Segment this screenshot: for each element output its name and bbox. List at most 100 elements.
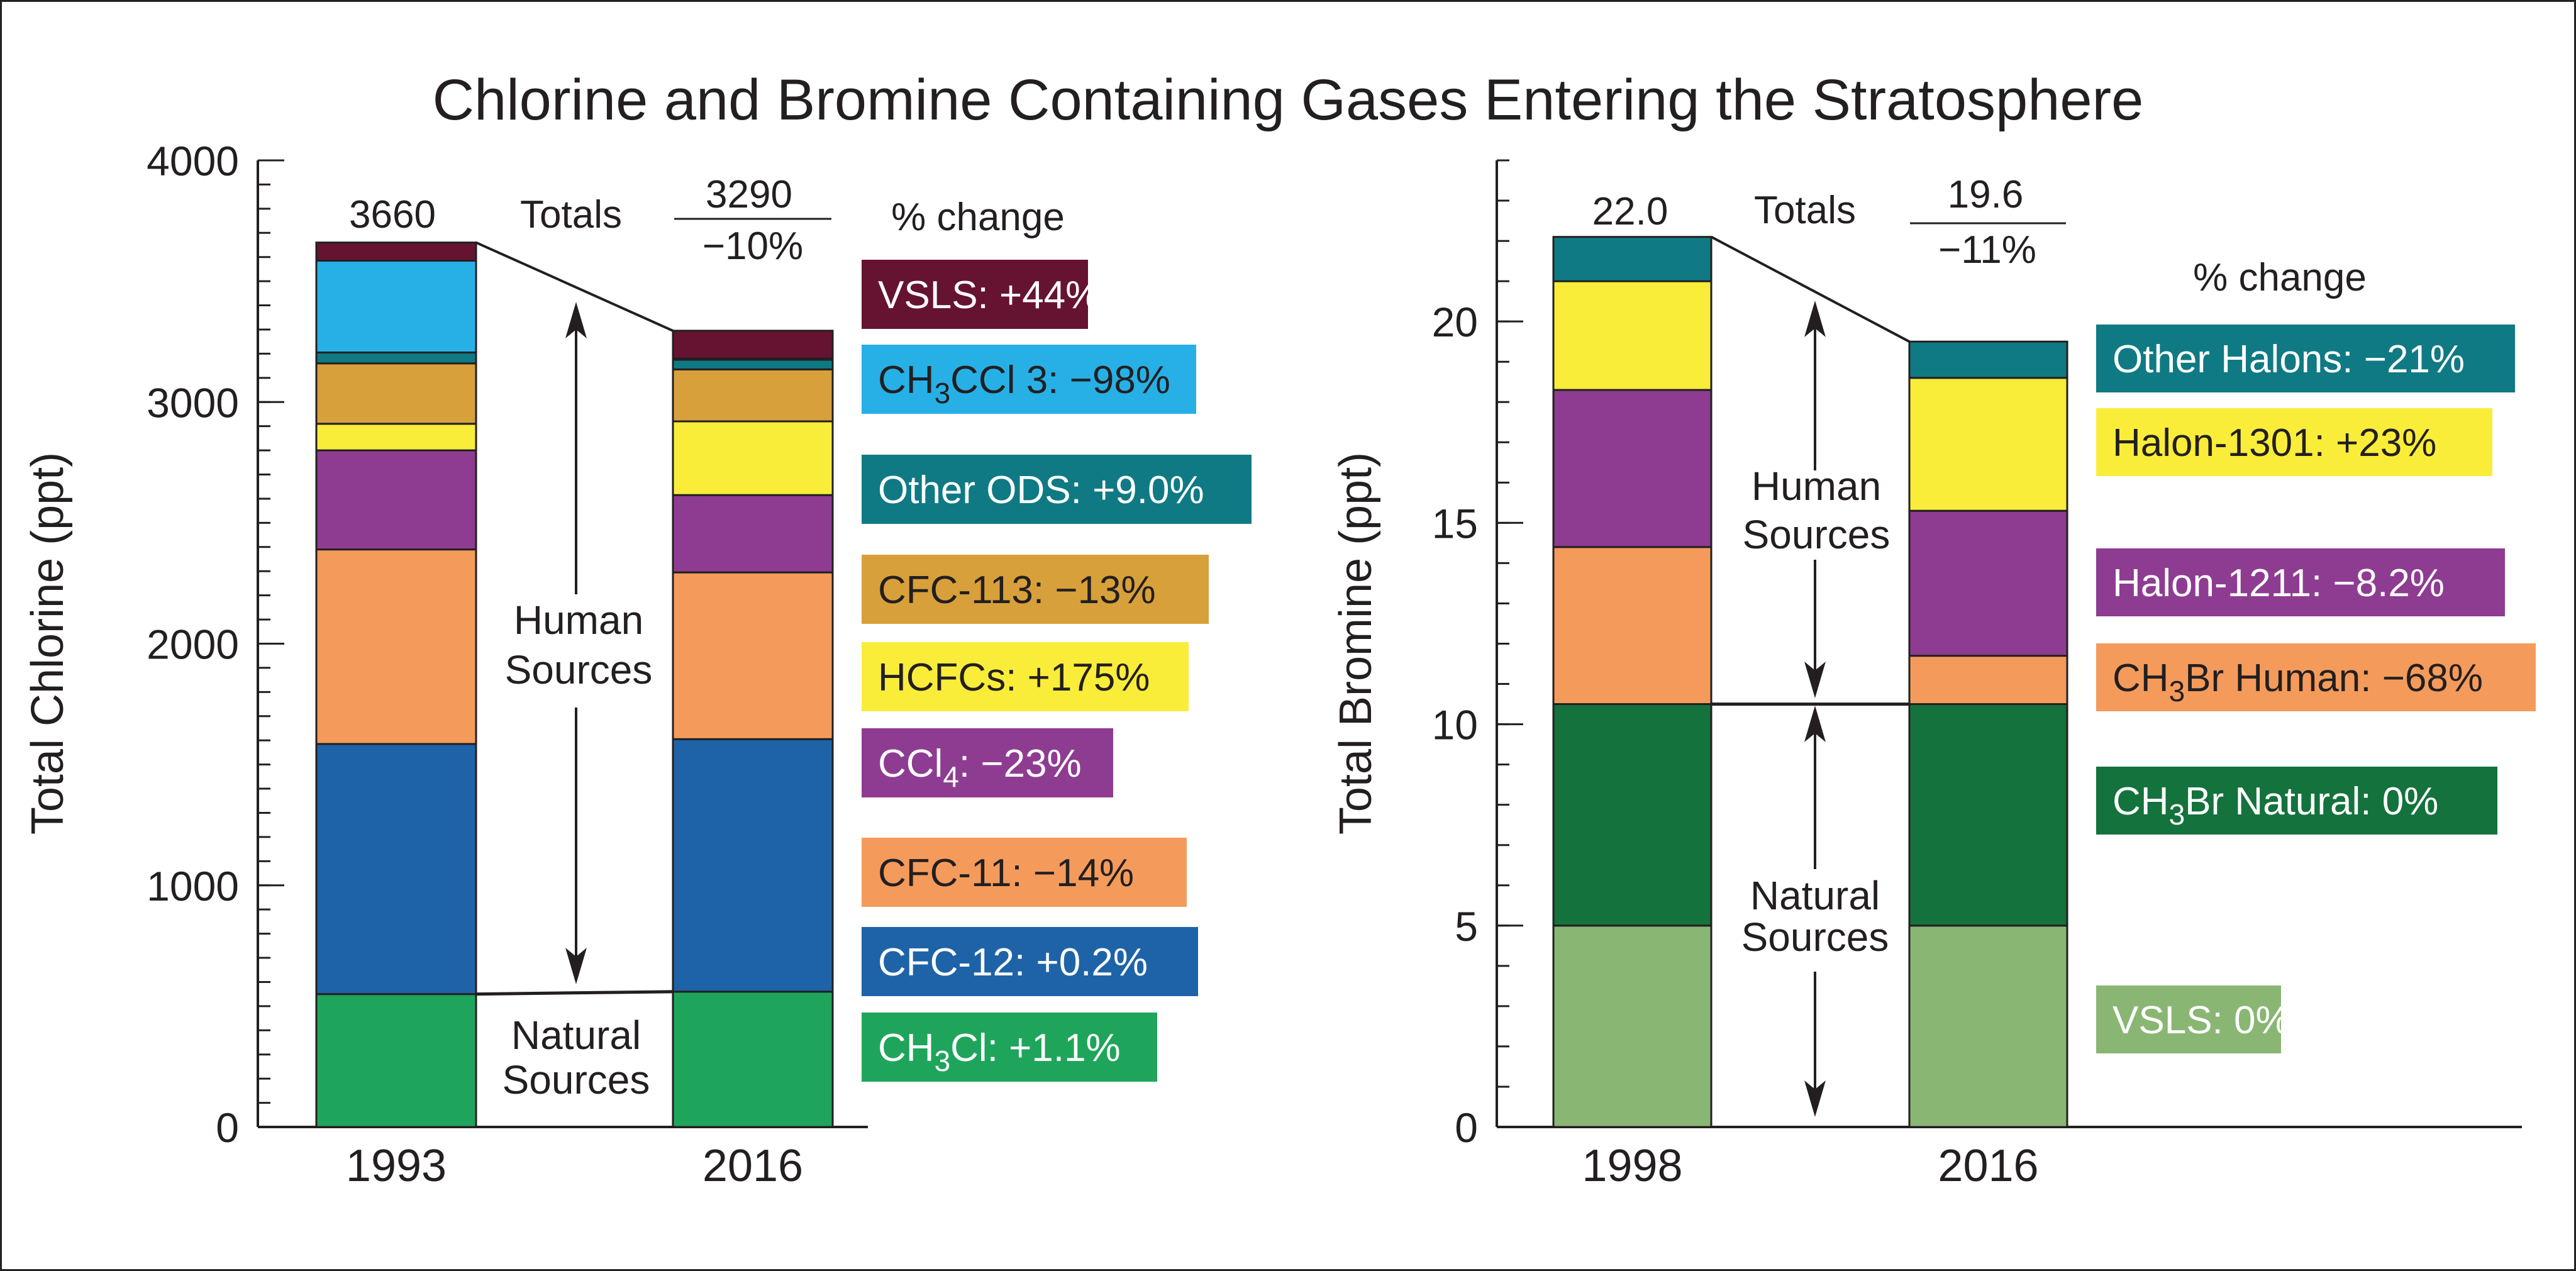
- chart2-legend-label-ch3br-human-subscript: 3: [2169, 675, 2185, 708]
- chart1-x-tick-label: 2016: [702, 1141, 803, 1191]
- chart1-bar-2016-segment-vsls: [672, 330, 834, 360]
- chart1-legend-label-ch3ccl3-main: CH: [878, 358, 935, 402]
- chart2-y-tick-label: 15: [1432, 500, 1478, 547]
- chart1-y-tick-label: 4000: [147, 138, 239, 184]
- chart1-legend-label-ch3cl-rest: Cl: +1.1%: [950, 1026, 1121, 1070]
- chart1-bar-1993-segment-ch3cl: [315, 993, 477, 1128]
- chart1-human-arrow-head-up: [565, 302, 587, 338]
- chart1-y-tick-label: 0: [216, 1104, 239, 1151]
- chart1-totals-connector: [475, 241, 674, 332]
- chart1-bar-2016-segment-cfc-12: [672, 738, 834, 993]
- chart2-y-tick-label: 5: [1455, 903, 1478, 950]
- chart1-x-tick-label: 1993: [346, 1141, 447, 1191]
- chart2-legend-label-halon-1301: Halon-1301: +23%: [2112, 421, 2436, 465]
- chart1-bar-2016-segment-cfc-11: [672, 571, 834, 740]
- chart2-change-header: % change: [2193, 256, 2367, 299]
- chart2-legend-swatch-vsls: [2096, 985, 2281, 1053]
- chart2-bar-2016-segment-ch3br-natural: [1908, 703, 2068, 927]
- chart-title: Chlorine and Bromine Containing Gases En…: [433, 68, 2144, 132]
- chart2-bar-1998-segment-ch3br-natural: [1552, 703, 1713, 927]
- chart1-legend-swatch-ch3cl: [862, 1013, 1157, 1082]
- chart2-natural-label-line2: Sources: [1741, 914, 1889, 960]
- chart2-bar-2016-segment-vsls: [1908, 924, 2068, 1128]
- chart1-bar-2016-segment-ch3cl: [672, 991, 834, 1128]
- chart2-legend-label-ch3br-natural-subscript: 3: [2169, 798, 2185, 831]
- chart2-legend-swatch-ch3br-human: [2096, 643, 2536, 711]
- chart2-legend-label-ch3br-natural-main: CH: [2112, 780, 2169, 823]
- chart2-legend-swatch-halon-1211: [2096, 548, 2505, 616]
- chart1-legend-label-cfc-12: CFC-12: +0.2%: [878, 941, 1148, 984]
- chart2-legend-label-ch3br-natural: CH3Br Natural: 0%: [2112, 780, 2438, 831]
- chart1-bar-1993-segment-ch3ccl3: [315, 259, 477, 353]
- chart1-bar-1993-segment-ccl4: [315, 449, 477, 551]
- chart2-totals-connector: [1711, 235, 1910, 343]
- chart1-legend-label-other-ods: Other ODS: +9.0%: [878, 469, 1204, 512]
- chart1-legend-label-ccl4: CCl4: −23%: [878, 742, 1082, 793]
- chart2-bar-1998-segment-ch3br-human: [1552, 546, 1713, 706]
- chart2-bar-1998-segment-vsls: [1552, 924, 1713, 1128]
- chart2-bar-1998-segment-halon-1211: [1552, 389, 1713, 548]
- chart1-legend-label-ch3ccl3-subscript: 3: [935, 377, 951, 409]
- chart2-legend-swatch-other-halons: [2096, 325, 2515, 392]
- chart1-bar-1993-segment-vsls: [315, 241, 477, 262]
- chart1-legend-swatch-cfc-113: [862, 555, 1209, 624]
- chart2-legend-swatch-halon-1301: [2096, 408, 2492, 476]
- chart2-human-arrow-head-down: [1804, 662, 1826, 698]
- chart1-bar-2016-segment-hcfcs: [672, 420, 834, 496]
- chart2-y-tick-label: 10: [1432, 702, 1478, 748]
- chart2-legend-label-halon-1211: Halon-1211: −8.2%: [2112, 562, 2445, 605]
- chart2-human-arrow-head-up: [1804, 301, 1826, 337]
- chart1-legend-swatch-vsls: [862, 260, 1088, 329]
- chart1-bar-1993-segment-other-ods: [315, 351, 477, 365]
- chart1-natural-label-line1: Natural: [511, 1013, 641, 1058]
- chart2-bar-1998-segment-other-halons: [1552, 236, 1713, 282]
- chart1-human-label-line2: Sources: [505, 647, 653, 692]
- chart1-y-axis-label: Total Chlorine (ppt): [23, 452, 73, 835]
- chart2-bar-2016-segment-ch3br-human: [1908, 655, 2068, 706]
- chart2-bar-2016-segment-other-halons: [1908, 340, 2068, 379]
- chart1-legend-label-hcfcs: HCFCs: +175%: [878, 656, 1150, 699]
- chart1-legend-swatch-ch3ccl3: [862, 345, 1196, 414]
- chart2-legend-label-vsls: VSLS: 0%: [2112, 999, 2290, 1042]
- chart1-legend-label-ch3ccl3-rest: CCl 3: −98%: [950, 358, 1170, 402]
- chart2-total-value-1: 22.0: [1592, 190, 1668, 233]
- chart1-bar-1993-segment-hcfcs: [315, 423, 477, 452]
- chart1-human-label-line1: Human: [514, 597, 643, 643]
- chart2-y-tick-label: 0: [1455, 1104, 1478, 1151]
- chart1-human-arrow-head-down: [565, 948, 587, 984]
- chart1-natural-label-line2: Sources: [502, 1057, 650, 1102]
- chart2-legend-label-other-halons: Other Halons: −21%: [2112, 338, 2465, 381]
- chart1-legend-swatch-hcfcs: [862, 642, 1189, 711]
- chart2-x-tick-label: 1998: [1582, 1141, 1682, 1191]
- chart1-legend-label-ch3cl-subscript: 3: [935, 1045, 951, 1077]
- chart2-x-tick-label: 2016: [1938, 1141, 2038, 1191]
- chart2-bar-2016-segment-halon-1301: [1908, 377, 2068, 512]
- chart2-legend-swatch-ch3br-natural: [2096, 767, 2497, 835]
- chart2-legend-label-ch3br-human-rest: Br Human: −68%: [2185, 657, 2483, 700]
- chart1-total-value-2: 3290: [706, 173, 792, 216]
- chart1-bar-2016-segment-ccl4: [672, 494, 834, 574]
- chart2-total-change: −11%: [1938, 228, 2036, 272]
- chart2-legend-label-ch3br-human: CH3Br Human: −68%: [2112, 657, 2483, 708]
- chart1-total-change: −10%: [702, 225, 803, 268]
- chart1-bar-2016-segment-other-ods: [672, 358, 834, 370]
- chart2-natural-arrow-head-up: [1804, 706, 1826, 742]
- chart2-y-axis-label: Total Bromine (ppt): [1331, 452, 1381, 835]
- chart1-bar-1993-segment-cfc-113: [315, 362, 477, 425]
- chart2-bar-1998-segment-halon-1301: [1552, 280, 1713, 391]
- chart1-y-tick-label: 1000: [147, 863, 239, 909]
- chart1-bar-1993-segment-cfc-12: [315, 743, 477, 996]
- chart1-legend-swatch-other-ods: [862, 455, 1252, 524]
- chart1-bar-1993-segment-cfc-11: [315, 548, 477, 745]
- chart1-legend-label-cfc-11: CFC-11: −14%: [878, 852, 1134, 895]
- chart1-legend-label-vsls: VSLS: +44%: [878, 274, 1100, 317]
- chart1-legend-swatch-ccl4: [862, 728, 1113, 797]
- chart2-natural-label-line1: Natural: [1750, 873, 1880, 918]
- chart2-natural-arrow-head-down: [1804, 1080, 1826, 1117]
- chart1-natural-boundary-line: [475, 990, 674, 996]
- chart1-bar-2016-segment-cfc-113: [672, 368, 834, 423]
- chart1-legend-label-cfc-113: CFC-113: −13%: [878, 569, 1156, 612]
- chart1-legend-label-ccl4-rest: : −23%: [959, 742, 1082, 785]
- chart1-change-header: % change: [891, 196, 1065, 239]
